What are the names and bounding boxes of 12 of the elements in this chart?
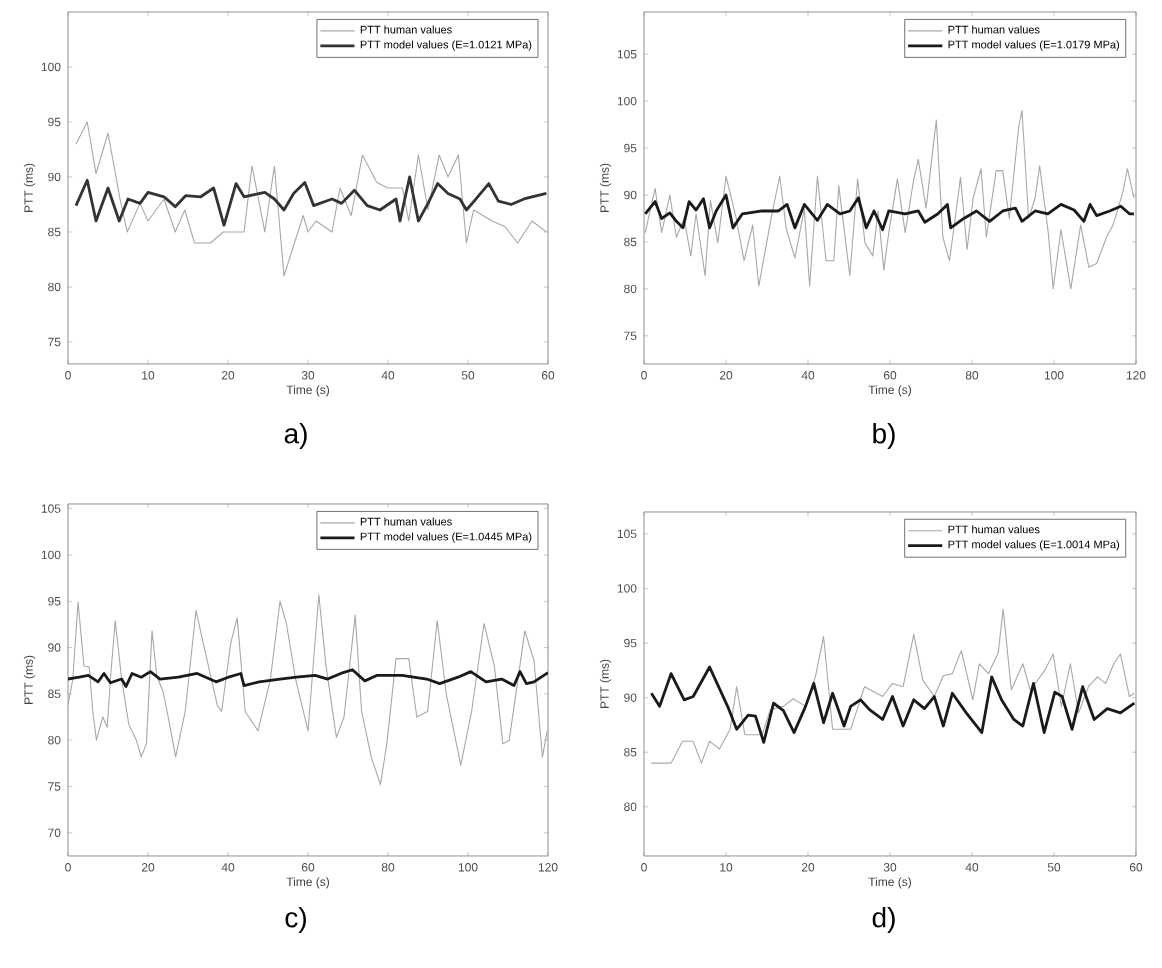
line-series (68, 594, 548, 786)
line-series (644, 109, 1135, 290)
line-series (74, 175, 548, 227)
text: c) (285, 906, 306, 934)
line-series (650, 608, 1135, 764)
line-series (649, 665, 1136, 744)
line-series (644, 193, 1136, 232)
text: b) (873, 422, 895, 450)
line-series (75, 121, 547, 277)
line-series (68, 668, 549, 688)
text: d) (872, 906, 895, 934)
text: a) (284, 422, 307, 450)
